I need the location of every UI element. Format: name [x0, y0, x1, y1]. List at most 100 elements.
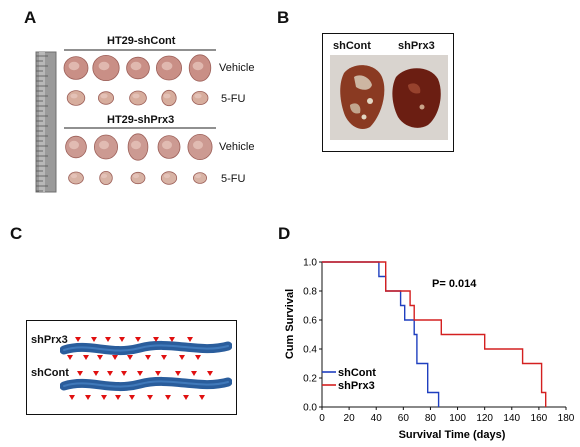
tumor-marker	[101, 395, 107, 400]
tumor-markers	[67, 337, 213, 400]
tumor-marker	[135, 337, 141, 342]
x-tick-label: 140	[503, 413, 520, 424]
tumor-marker	[115, 395, 121, 400]
x-tick-label: 40	[371, 413, 383, 424]
tumor-marker	[127, 355, 133, 360]
tumor-marker	[175, 371, 181, 376]
km-survival-chart: 0 20 40 60 80 100 120 140 160 180 0.0 0.2 0.4 0.6 0.8 1…	[284, 258, 575, 442]
tumor-highlight	[132, 173, 140, 179]
tumor-marker	[107, 371, 113, 376]
tumor-marker	[91, 337, 97, 342]
label-shprx3: shPrx3	[398, 40, 435, 52]
liver-shprx3	[392, 68, 441, 128]
panel-a-figure	[35, 49, 216, 193]
y-tick-label: 0.2	[303, 374, 317, 385]
y-axis-label: Cum Survival	[284, 289, 296, 359]
tumor-marker	[187, 337, 193, 342]
legend-label-shcont: shCont	[338, 367, 376, 379]
tumor-marker	[69, 395, 75, 400]
tumor-marker	[199, 395, 205, 400]
row-label-vehicle-1: Vehicle	[219, 62, 255, 74]
tumor-marker	[179, 355, 185, 360]
y-tick-label: 0.6	[303, 316, 317, 327]
tumor-marker	[145, 355, 151, 360]
tumor-marker	[195, 355, 201, 360]
tumor-highlight	[70, 173, 78, 179]
tumor-specimen	[66, 90, 86, 106]
x-tick-label: 60	[398, 413, 410, 424]
panel-a-letter: A	[24, 8, 37, 27]
tumor-specimen	[99, 170, 113, 185]
tumor-specimen	[191, 91, 209, 106]
chart-series	[322, 261, 547, 407]
tumor-specimen	[98, 91, 115, 105]
tumor-marker	[97, 355, 103, 360]
ruler-image	[35, 51, 57, 193]
y-tick-label: 1.0	[303, 258, 317, 269]
intestine-shprx3	[60, 340, 232, 356]
group1-title: HT29-shCont	[107, 35, 176, 47]
tumor-specimen	[192, 172, 207, 184]
tumor-marker	[75, 337, 81, 342]
intestine-figure	[60, 337, 232, 400]
tumor-marker	[112, 355, 118, 360]
p-value-annotation: P= 0.014	[432, 278, 477, 290]
tumor-marker	[153, 337, 159, 342]
tumor-highlight	[193, 140, 203, 150]
tumor-rows	[63, 54, 213, 185]
tumor-marker	[85, 395, 91, 400]
y-tick-label: 0.0	[303, 403, 317, 414]
x-tick-label: 160	[531, 413, 548, 424]
tumor-highlight	[130, 61, 142, 71]
tumor-highlight	[194, 93, 202, 99]
tumor-highlight	[163, 173, 171, 179]
tumor-marker	[119, 337, 125, 342]
x-tick-label: 180	[558, 413, 575, 424]
tumor-highlight	[162, 140, 172, 150]
tumor-marker	[129, 395, 135, 400]
chart-axes: 0 20 40 60 80 100 120 140 160 180 0.0 0.2 0.4 0.6 0.8 1…	[303, 258, 575, 425]
tumor-specimen	[130, 171, 146, 185]
tumor-marker	[121, 371, 127, 376]
tumor-marker	[207, 371, 213, 376]
tumor-specimen	[129, 90, 147, 106]
liver-shcont	[340, 65, 385, 130]
label-c-shcont: shCont	[31, 367, 69, 379]
tumor-highlight	[68, 61, 80, 71]
tumor-highlight	[100, 93, 108, 99]
tumor-highlight	[161, 61, 173, 71]
tumor-marker	[83, 355, 89, 360]
tumor-highlight	[70, 93, 78, 99]
tumor-highlight	[132, 93, 140, 99]
y-tick-label: 0.8	[303, 287, 317, 298]
tumor-marker	[77, 371, 83, 376]
tumor-marker	[191, 371, 197, 376]
y-tick-label: 0.4	[303, 345, 317, 356]
x-tick-label: 0	[319, 413, 325, 424]
tumor-highlight	[99, 140, 109, 150]
tumor-highlight	[194, 173, 202, 179]
label-c-shprx3: shPrx3	[31, 334, 68, 346]
tumor-marker	[169, 337, 175, 342]
tumor-highlight	[163, 93, 171, 99]
tumor-highlight	[100, 173, 108, 179]
row-label-5fu-1: 5-FU	[221, 93, 246, 105]
legend: shCont shPrx3	[322, 367, 376, 392]
panel-c-letter: C	[10, 224, 23, 243]
legend-label-shprx3: shPrx3	[338, 380, 375, 392]
x-tick-label: 120	[476, 413, 493, 424]
liver-photo	[330, 55, 448, 140]
tumor-marker	[67, 355, 73, 360]
tumor-specimen	[160, 171, 178, 185]
group2-title: HT29-shPrx3	[107, 114, 175, 126]
row-label-5fu-2: 5-FU	[221, 173, 246, 185]
tumor-marker	[93, 371, 99, 376]
tumor-marker	[165, 395, 171, 400]
tumor-marker	[147, 395, 153, 400]
tumor-marker	[137, 371, 143, 376]
x-axis-label: Survival Time (days)	[399, 429, 506, 441]
row-label-vehicle-2: Vehicle	[219, 141, 255, 153]
intestine-shcont	[60, 376, 232, 392]
tumor-specimen	[161, 89, 177, 107]
ruler-ticks	[36, 55, 48, 192]
